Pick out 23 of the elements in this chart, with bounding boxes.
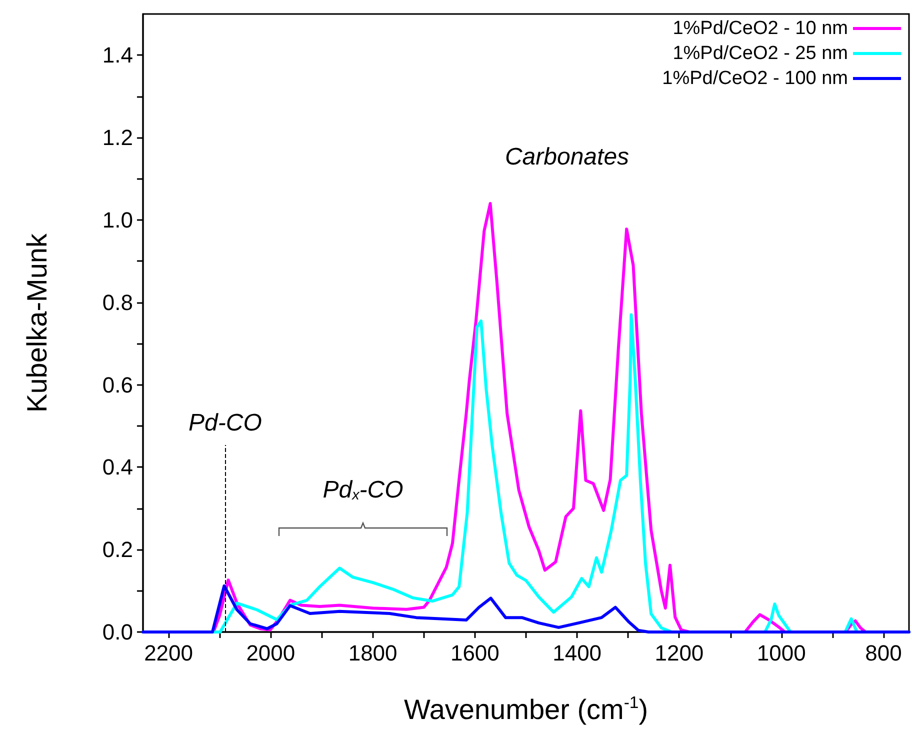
annotation: Pdx-CO [322, 476, 404, 504]
legend-label: 1%Pd/CeO2 - 25 nm [672, 43, 848, 64]
annotation: Carbonates [504, 144, 630, 170]
x-tick-label: 1800 [348, 640, 398, 666]
ref-line-label: Pd-CO [188, 410, 262, 436]
y-tick-label: 1.2 [102, 125, 133, 150]
y-tick-label: 1.0 [102, 208, 133, 232]
x-tick-label: 2000 [246, 640, 296, 666]
y-axis-title: Kubelka-Munk [22, 232, 52, 412]
y-tick-label: 0.8 [102, 290, 133, 315]
y-tick-label: 1.4 [102, 42, 133, 68]
x-tick-label: 2200 [144, 640, 194, 666]
legend-label: 1%Pd/CeO2 - 10 nm [672, 18, 848, 39]
legend-label: 1%Pd/CeO2 - 100 nm [662, 68, 848, 89]
x-tick-label: 1000 [756, 640, 806, 666]
x-tick-label: 1600 [450, 640, 500, 666]
y-tick-label: 0.2 [102, 537, 133, 562]
x-tick-label: 800 [865, 640, 902, 666]
y-tick-label: 0.4 [102, 454, 133, 480]
y-tick-label: 0.6 [102, 372, 133, 398]
x-tick-label: 1200 [654, 640, 704, 666]
y-tick-label: 0.0 [102, 620, 133, 644]
x-tick-label: 1400 [552, 640, 602, 666]
